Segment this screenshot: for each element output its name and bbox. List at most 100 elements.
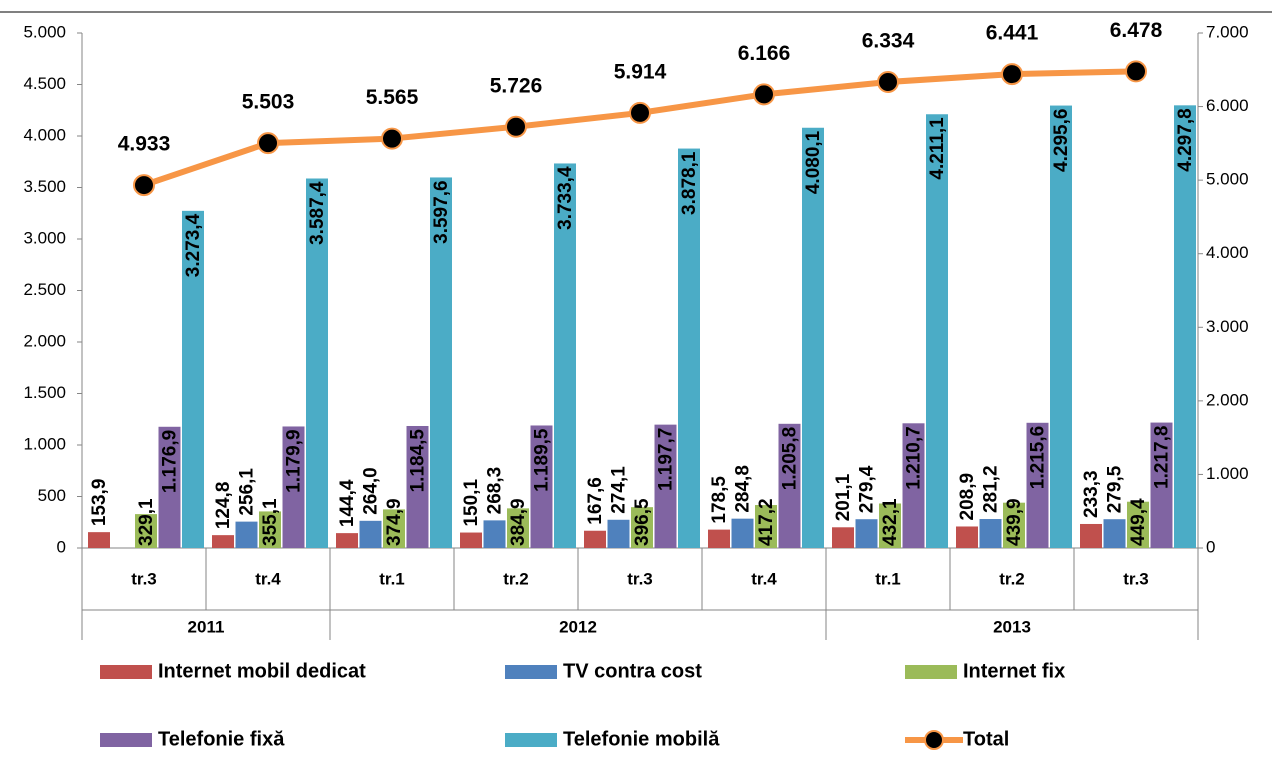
bar	[383, 509, 405, 548]
data-label: 124,8	[213, 482, 234, 530]
bar	[483, 520, 506, 548]
data-label: 355,1	[260, 498, 281, 546]
total-marker	[505, 115, 527, 138]
x-tick-label: tr.3	[1123, 569, 1149, 588]
bar	[631, 507, 653, 548]
data-label: 274,1	[609, 466, 630, 514]
legend-marker	[924, 730, 944, 750]
y2-tick-label: 2.000	[1206, 390, 1249, 409]
data-label: 1.197,7	[656, 428, 677, 491]
total-marker	[629, 101, 651, 124]
legend-label: Total	[963, 728, 1009, 750]
bar	[282, 426, 305, 548]
y-tick-label: 2.000	[23, 331, 66, 350]
data-label: 1.215,6	[1028, 426, 1049, 489]
total-marker	[1001, 63, 1023, 86]
legend-label: Internet mobil dedicat	[158, 660, 366, 682]
bar	[554, 163, 576, 549]
bar	[430, 177, 452, 548]
bar	[731, 518, 754, 548]
data-label: 374,9	[384, 498, 405, 546]
bar	[1026, 422, 1049, 548]
legend-swatch	[505, 733, 557, 747]
group-label: 2011	[188, 617, 225, 636]
y-tick-label: 500	[38, 486, 66, 505]
x-tick-label: tr.2	[503, 569, 529, 588]
data-label: 144,4	[337, 479, 358, 527]
x-tick-label: tr.1	[875, 569, 901, 588]
bar	[336, 533, 358, 548]
data-label: 384,9	[508, 498, 529, 546]
data-label: 417,2	[756, 498, 777, 546]
bar	[1003, 502, 1025, 548]
data-label: 153,9	[89, 479, 110, 527]
bar	[507, 508, 529, 548]
data-label: 208,9	[957, 473, 978, 521]
data-label: 281,2	[981, 465, 1002, 513]
bar	[755, 505, 777, 548]
total-marker	[381, 127, 403, 150]
bar	[778, 423, 801, 548]
y-tick-label: 4.500	[23, 74, 66, 93]
total-line	[143, 68, 1137, 188]
bar	[460, 532, 482, 548]
data-label: 439,9	[1004, 498, 1025, 546]
data-label: 264,0	[361, 467, 382, 515]
bar	[956, 526, 978, 548]
bar	[678, 148, 700, 548]
total-label: 5.914	[614, 60, 667, 83]
data-label: 449,4	[1128, 498, 1149, 546]
x-tick-label: tr.4	[255, 569, 281, 588]
bar	[259, 511, 281, 548]
data-label: 3.587,4	[307, 181, 328, 245]
data-label: 1.217,8	[1152, 426, 1173, 489]
legend-label: Telefonie mobilă	[563, 728, 720, 750]
bar	[530, 425, 553, 548]
total-label: 6.334	[862, 30, 915, 53]
data-label: 1.176,9	[160, 430, 181, 493]
data-label: 256,1	[237, 468, 258, 516]
y-tick-label: 1.000	[23, 434, 66, 453]
data-label: 1.189,5	[532, 428, 553, 492]
x-tick-label: tr.4	[751, 569, 777, 588]
bar	[926, 114, 948, 548]
y2-tick-label: 3.000	[1206, 317, 1249, 336]
bar	[1174, 105, 1196, 548]
y-tick-label: 3.500	[23, 177, 66, 196]
bar	[879, 503, 901, 548]
y2-tick-label: 5.000	[1206, 170, 1249, 189]
legend-swatch	[505, 665, 557, 679]
legend-swatch	[100, 733, 152, 747]
bar	[88, 532, 110, 548]
bar	[1103, 519, 1126, 548]
data-label: 268,3	[485, 467, 506, 515]
data-label: 3.597,6	[431, 180, 452, 243]
bar	[1127, 501, 1149, 548]
data-label: 233,3	[1081, 470, 1102, 518]
y-tick-label: 1.500	[23, 383, 66, 402]
data-label: 1.184,5	[408, 429, 429, 493]
y2-tick-label: 4.000	[1206, 243, 1249, 262]
data-label: 4.295,6	[1051, 109, 1072, 172]
y-tick-label: 0	[57, 537, 66, 556]
bar	[212, 535, 234, 548]
legend-label: Telefonie fixă	[158, 728, 285, 750]
y-tick-label: 2.500	[23, 280, 66, 299]
total-marker	[133, 174, 155, 197]
legend-swatch	[100, 665, 152, 679]
data-label: 201,1	[833, 473, 854, 521]
data-label: 1.210,7	[904, 426, 925, 489]
data-label: 4.297,8	[1175, 108, 1196, 171]
bar	[135, 514, 157, 548]
data-label: 1.179,9	[284, 429, 305, 492]
bar	[406, 425, 429, 548]
total-label: 5.726	[490, 74, 543, 97]
data-label: 3.733,4	[555, 166, 576, 230]
data-label: 279,5	[1105, 465, 1126, 513]
data-label: 284,8	[733, 465, 754, 513]
bar	[855, 519, 878, 548]
legend-swatch	[905, 665, 957, 679]
data-label: 329,1	[136, 498, 157, 546]
data-label: 4.080,1	[803, 130, 824, 194]
y2-tick-label: 6.000	[1206, 96, 1249, 115]
